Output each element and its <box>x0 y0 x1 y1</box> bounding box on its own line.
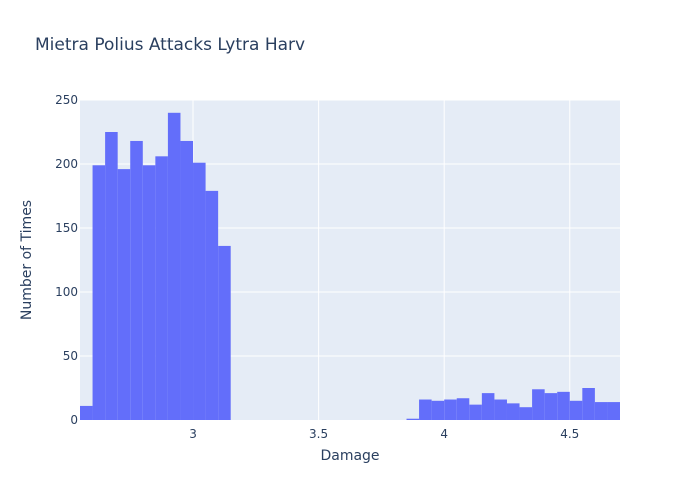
histogram-bar <box>444 399 457 420</box>
histogram-bar <box>469 404 482 420</box>
histogram-bar <box>167 112 181 421</box>
histogram-bar <box>205 190 219 420</box>
y-axis-title: Number of Times <box>19 200 35 320</box>
histogram-bar <box>456 398 470 420</box>
x-tick-label: 3.5 <box>309 427 328 441</box>
histogram-bar <box>80 405 93 420</box>
histogram-bar <box>142 165 156 420</box>
histogram-bar <box>506 403 520 420</box>
histogram-bar <box>557 391 570 420</box>
y-tick-label: 0 <box>70 413 78 427</box>
bars <box>80 112 620 421</box>
x-axis-title: Damage <box>320 448 379 464</box>
y-tick-label: 100 <box>55 285 78 299</box>
y-axis-ticks: 0 50 100 150 200 250 <box>55 93 78 427</box>
y-tick-label: 150 <box>55 221 78 235</box>
histogram-bar <box>92 165 106 420</box>
histogram-bar <box>155 156 168 420</box>
y-tick-label: 200 <box>55 157 78 171</box>
histogram-bar <box>607 402 620 420</box>
histogram-bar <box>481 393 495 420</box>
x-tick-label: 4.5 <box>560 427 579 441</box>
x-tick-label: 3 <box>189 427 197 441</box>
histogram-bar <box>130 140 143 420</box>
histogram-bar <box>519 407 533 420</box>
y-tick-label: 50 <box>63 349 78 363</box>
histogram-bar <box>582 388 595 420</box>
histogram-bar <box>532 389 545 420</box>
histogram-bar <box>117 169 131 420</box>
histogram-bar <box>193 162 206 420</box>
histogram-bar <box>544 393 558 420</box>
histogram-bar <box>105 132 118 420</box>
histogram-bar <box>431 400 445 420</box>
y-tick-label: 250 <box>55 93 78 107</box>
histogram-bar <box>569 400 583 420</box>
x-axis-ticks: 3 3.5 4 4.5 <box>189 427 579 441</box>
histogram-bar <box>419 399 432 420</box>
histogram-bar <box>594 402 608 420</box>
histogram-bar <box>180 140 194 420</box>
histogram-bar <box>406 418 420 420</box>
chart-title: Mietra Polius Attacks Lytra Harv <box>35 35 305 55</box>
histogram-bar <box>494 399 507 420</box>
x-tick-label: 4 <box>440 427 448 441</box>
histogram-bar <box>218 245 231 420</box>
